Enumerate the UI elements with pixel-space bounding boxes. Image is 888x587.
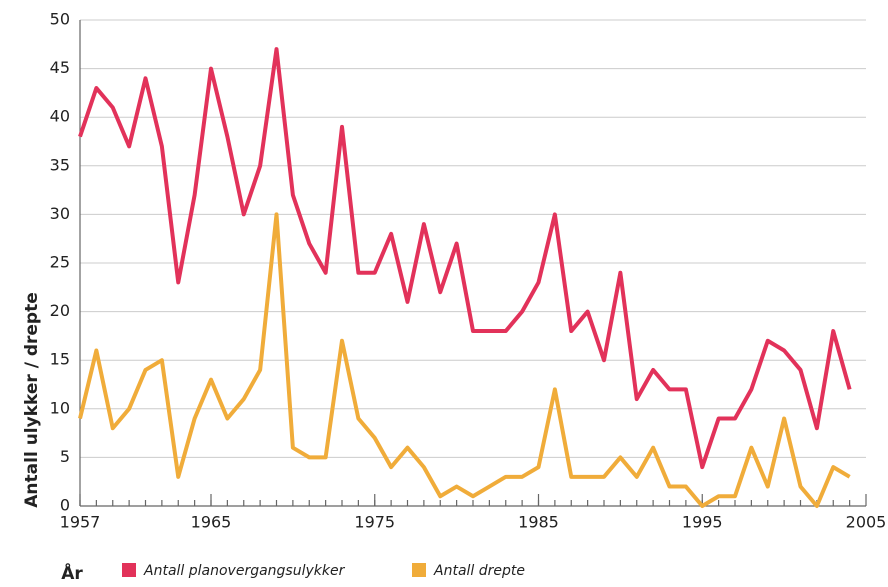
y-tick-label: 40	[50, 107, 70, 126]
legend-label: Antall planovergangsulykker	[143, 563, 346, 579]
x-tick-label: 1957	[60, 513, 101, 532]
x-tick-label: 2005	[846, 513, 887, 532]
y-axis-label: Antall ulykker / drepte	[22, 292, 42, 507]
y-tick-label: 50	[50, 10, 70, 29]
y-tick-label: 10	[50, 398, 70, 417]
y-tick-label: 0	[60, 496, 70, 515]
y-tick-label: 25	[50, 253, 70, 272]
y-tick-label: 5	[60, 447, 70, 466]
y-tick-label: 20	[50, 301, 70, 320]
legend-swatch	[122, 563, 136, 577]
y-tick-label: 15	[50, 350, 70, 369]
line-series	[78, 47, 852, 470]
x-tick-label: 1995	[682, 513, 723, 532]
x-axis-label: År	[61, 561, 83, 583]
y-tick-label: 45	[50, 58, 70, 77]
line-series	[78, 212, 851, 508]
legend-swatch	[412, 563, 426, 577]
y-tick-label: 30	[50, 204, 70, 223]
x-tick-label: 1985	[518, 513, 559, 532]
x-tick-label: 1975	[354, 513, 395, 532]
y-tick-label: 35	[50, 155, 70, 174]
x-tick-label: 1965	[191, 513, 232, 532]
legend-label: Antall drepte	[433, 563, 525, 579]
